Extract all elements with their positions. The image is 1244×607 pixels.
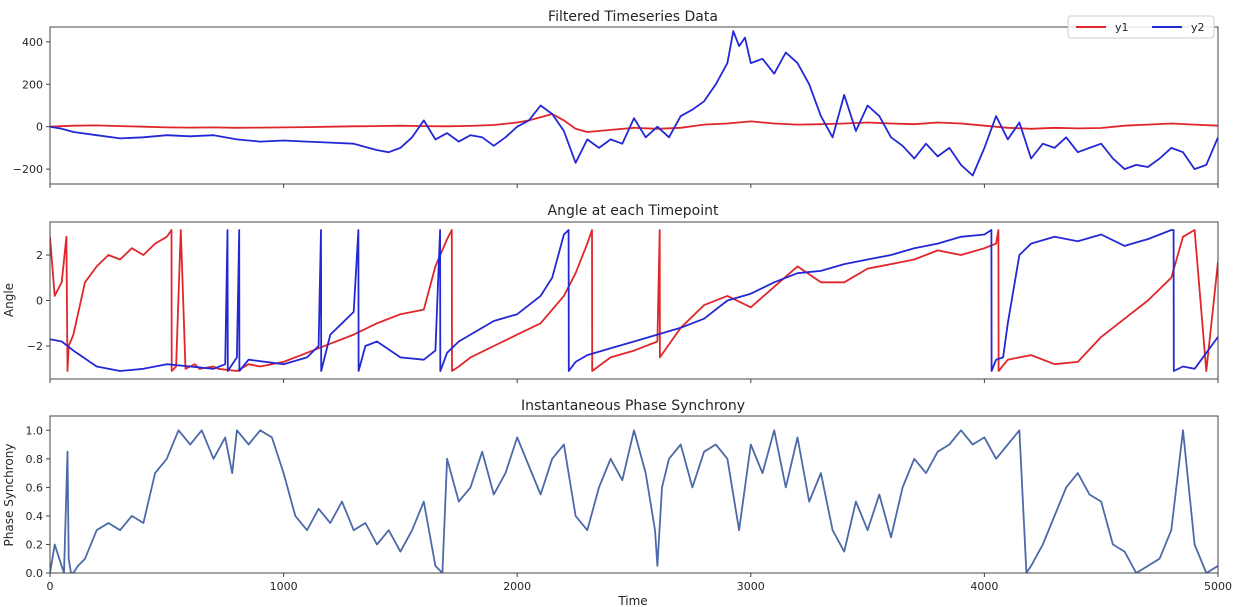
panel-1-ytick-label: −200 [13,163,43,176]
legend-y1-label: y1 [1115,21,1129,34]
panel-3-frame [49,415,1219,574]
panel-3-ylabel: Phase Synchrony [2,444,16,547]
panel-3-ytick-label: 1.0 [26,424,44,437]
panel-2-yticks: −2 0 2 [27,249,50,353]
panel-2-series-y1 [50,229,1218,372]
panel-1-lines [50,30,1218,177]
panel-3-xtick-label: 2000 [503,580,531,593]
panel-2-xticks [49,379,1219,383]
panel-3-ytick-label: 0.6 [26,481,44,494]
panel-2-series-y2 [50,229,1218,372]
panel-2-frame [49,221,1219,380]
panel-angle: Angle at each Timepoint Angle −2 0 2 [2,203,1219,383]
panel-3-xtick-label: 4000 [970,580,998,593]
panel-1-ytick-label: 200 [22,78,43,91]
panel-3-xlabel: Time [617,594,647,607]
panel-2-lines [50,229,1218,372]
panel-3-ytick-label: 0.2 [26,538,44,551]
panel-3-yticks: 0.0 0.2 0.4 0.6 0.8 1.0 [26,424,50,580]
panel-1-series-y1 [50,113,1218,133]
panel-2-title: Angle at each Timepoint [548,203,719,219]
panel-2-ytick-label: 2 [36,249,43,262]
panel-3-xticks: 0 1000 2000 3000 4000 5000 [47,573,1232,593]
panel-3-title: Instantaneous Phase Synchrony [521,398,745,414]
legend-box [1067,15,1215,39]
panel-filtered-timeseries: Filtered Timeseries Data −200 0 200 400 y1 … [13,9,1219,188]
panel-1-title: Filtered Timeseries Data [548,9,718,25]
panel-2-ytick-label: −2 [27,340,43,353]
panel-1-frame [49,26,1219,185]
panel-1-ytick-label: 400 [22,36,43,49]
legend-y2-label: y2 [1191,21,1205,34]
panel-1-series-y2 [50,30,1218,177]
panel-3-ytick-label: 0.8 [26,453,44,466]
panel-3-xtick-label: 0 [47,580,54,593]
panel-1-ytick-label: 0 [36,121,43,134]
panel-3-lines [50,429,1218,573]
panel-3-xtick-label: 3000 [737,580,765,593]
panel-1-xticks [49,184,1219,188]
panel-3-ytick-label: 0.4 [26,510,44,523]
panel-2-ytick-label: 0 [36,295,43,308]
panel-phase-synchrony: Instantaneous Phase Synchrony Phase Sync… [2,398,1232,607]
panel-3-ytick-label: 0.0 [26,567,44,580]
panel-3-xtick-label: 5000 [1204,580,1232,593]
panel-2-ylabel: Angle [2,283,16,317]
legend: y1 y2 [1067,15,1215,39]
panel-3-xtick-label: 1000 [270,580,298,593]
panel-3-series-line-0 [50,429,1218,573]
panel-1-yticks: −200 0 200 400 [13,36,50,176]
